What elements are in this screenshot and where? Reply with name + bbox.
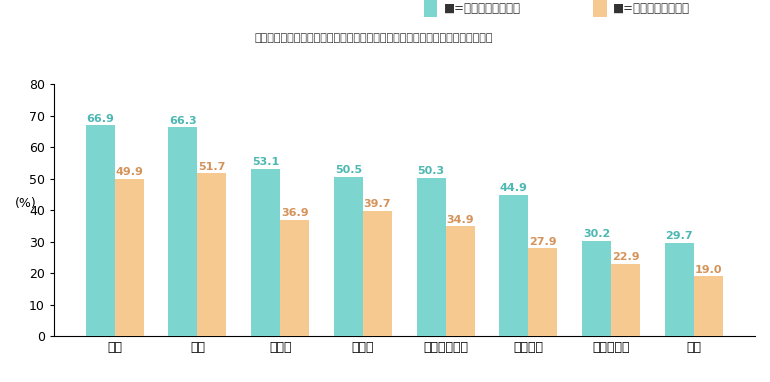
Text: 22.9: 22.9 <box>611 253 639 262</box>
Text: 29.7: 29.7 <box>665 231 693 241</box>
Bar <box>500 195 528 336</box>
Bar <box>611 264 640 336</box>
Text: 51.7: 51.7 <box>198 162 226 172</box>
Text: 39.7: 39.7 <box>363 199 391 209</box>
Bar <box>446 226 474 336</box>
Bar <box>334 177 363 336</box>
Bar <box>115 179 144 336</box>
Text: 50.3: 50.3 <box>417 166 445 176</box>
Bar <box>197 173 226 336</box>
Text: 53.1: 53.1 <box>252 157 280 167</box>
Bar <box>694 276 723 336</box>
Bar <box>169 127 197 336</box>
Text: ■=テレワーク対象者: ■=テレワーク対象者 <box>444 2 521 15</box>
Text: 66.9: 66.9 <box>86 114 114 124</box>
Text: 注）テレワーク実施者とは、過去１カ月に最低１日はテレワークをした人の比率: 注）テレワーク実施者とは、過去１カ月に最低１日はテレワークをした人の比率 <box>254 33 493 43</box>
Bar <box>417 178 446 336</box>
Bar <box>528 248 557 336</box>
Bar <box>85 125 115 336</box>
Y-axis label: (%): (%) <box>15 197 37 210</box>
Text: 36.9: 36.9 <box>281 208 309 218</box>
Bar <box>582 241 611 336</box>
Bar <box>251 169 280 336</box>
Text: 66.3: 66.3 <box>169 116 197 126</box>
Text: 19.0: 19.0 <box>695 265 722 275</box>
Text: 44.9: 44.9 <box>500 183 527 193</box>
Text: 34.9: 34.9 <box>447 215 474 225</box>
FancyBboxPatch shape <box>593 0 607 17</box>
Text: 30.2: 30.2 <box>583 230 610 240</box>
FancyBboxPatch shape <box>424 0 437 17</box>
Bar <box>280 220 309 336</box>
Text: 27.9: 27.9 <box>529 237 557 247</box>
Bar <box>665 243 694 336</box>
Text: 49.9: 49.9 <box>116 167 143 177</box>
Text: ■=テレワーク実施者: ■=テレワーク実施者 <box>613 2 690 15</box>
Bar <box>363 211 392 336</box>
Text: 50.5: 50.5 <box>335 165 362 175</box>
